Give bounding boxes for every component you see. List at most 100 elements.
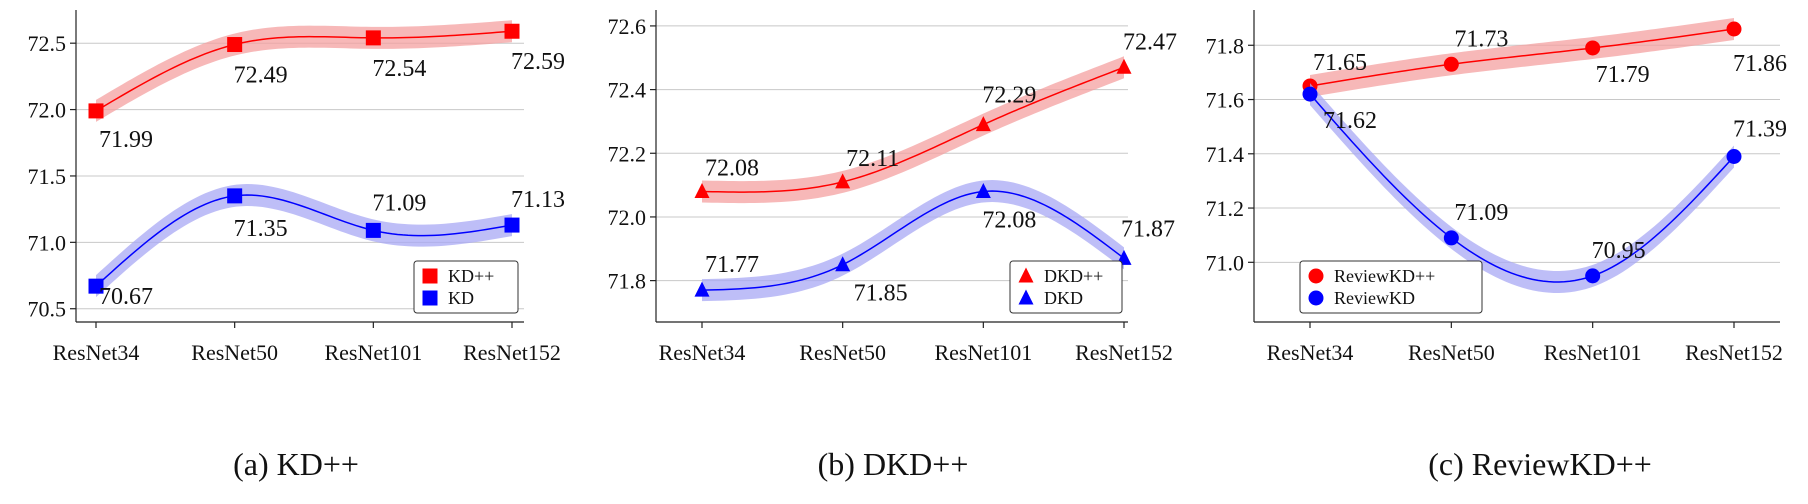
- confidence-band-0: [702, 56, 1124, 204]
- data-label: 71.62: [1323, 108, 1377, 134]
- legend-label: DKD++: [1044, 266, 1103, 286]
- legend: DKD++DKD: [1009, 260, 1123, 314]
- chart-panel-3: 71.0 71.2 71.4 71.6 71.8 ResNet34 ResNet50 ResN…: [1206, 10, 1787, 482]
- y-tick-label: 72.0: [28, 98, 67, 123]
- legend-label: ReviewKD++: [1334, 266, 1435, 286]
- data-point: [1116, 58, 1132, 74]
- y-tick-label: 71.0: [28, 230, 67, 255]
- series-line-0: [95, 30, 513, 112]
- panel-caption: (b) DKD++: [818, 446, 969, 482]
- data-point: [504, 217, 520, 233]
- data-point: [694, 281, 710, 297]
- series-line-1: [701, 190, 1125, 291]
- data-point: [1585, 268, 1601, 284]
- data-point: [365, 30, 381, 46]
- x-tick-label: ResNet50: [799, 340, 886, 365]
- data-point: [1726, 149, 1742, 165]
- data-point: [694, 182, 710, 198]
- chart-panel-2: 71.8 72.0 72.2 72.4 72.6 ResNet34 ResNet50 ResN…: [608, 10, 1177, 482]
- x-tick-label: ResNet50: [191, 340, 278, 365]
- data-label: 71.13: [511, 187, 565, 213]
- legend-marker: [1308, 268, 1324, 284]
- y-tick-label: 72.0: [608, 205, 647, 230]
- data-point: [835, 256, 851, 272]
- data-label: 71.35: [234, 216, 288, 242]
- data-point: [88, 278, 104, 294]
- data-point: [1443, 56, 1459, 72]
- legend-label: KD: [448, 288, 474, 308]
- legend-box: [1009, 260, 1123, 314]
- data-label: 72.08: [982, 207, 1036, 233]
- x-tick-label: ResNet101: [934, 340, 1032, 365]
- legend: ReviewKD++ReviewKD: [1299, 260, 1483, 314]
- series-line-1: [1309, 93, 1735, 283]
- series-line-1: [95, 194, 513, 287]
- y-tick-label: 72.4: [608, 78, 647, 103]
- data-label: 71.09: [1454, 200, 1508, 226]
- x-tick-label: ResNet101: [324, 340, 422, 365]
- y-tick-label: 71.4: [1206, 142, 1245, 167]
- x-tick-label: ResNet101: [1544, 340, 1642, 365]
- data-label: 70.67: [99, 284, 153, 310]
- legend-marker: [422, 268, 438, 284]
- data-point: [975, 116, 991, 132]
- data-label: 72.47: [1123, 29, 1177, 55]
- data-point: [227, 188, 243, 204]
- data-label: 71.73: [1454, 26, 1508, 52]
- y-tick-label: 71.0: [1206, 250, 1245, 275]
- legend-label: KD++: [448, 266, 494, 286]
- y-tick-label: 71.8: [608, 269, 647, 294]
- y-tick-label: 72.6: [608, 14, 647, 39]
- series-line-0: [1309, 28, 1735, 87]
- x-tick-label: ResNet34: [53, 340, 140, 365]
- chart-panel-1: 70.5 71.0 71.5 72.0 72.5 ResNet34 ResNet50 ResN…: [28, 10, 565, 482]
- y-tick-label: 71.8: [1206, 33, 1245, 58]
- y-tick-label: 70.5: [28, 297, 67, 322]
- data-label: 70.95: [1592, 238, 1646, 264]
- data-label: 72.08: [705, 155, 759, 181]
- data-label: 72.11: [846, 146, 899, 172]
- panel-caption: (a) KD++: [233, 446, 359, 482]
- panel-caption: (c) ReviewKD++: [1428, 446, 1652, 482]
- x-tick-label: ResNet34: [1267, 340, 1354, 365]
- data-label: 72.54: [372, 56, 426, 82]
- data-label: 72.59: [511, 49, 565, 75]
- legend-box: [1299, 260, 1483, 314]
- data-point: [975, 182, 991, 198]
- x-tick-label: ResNet152: [463, 340, 561, 365]
- y-tick-label: 72.5: [28, 31, 67, 56]
- confidence-band-0: [96, 20, 512, 122]
- data-label: 71.87: [1121, 216, 1175, 242]
- data-label: 71.65: [1313, 50, 1367, 76]
- legend-marker: [422, 290, 438, 306]
- data-point: [504, 23, 520, 39]
- legend: KD++KD: [413, 260, 519, 314]
- x-tick-label: ResNet152: [1075, 340, 1173, 365]
- data-point: [365, 222, 381, 238]
- data-point: [1302, 86, 1318, 102]
- data-label: 71.86: [1733, 51, 1787, 77]
- data-label: 71.39: [1733, 117, 1787, 143]
- legend-marker: [1018, 267, 1034, 283]
- legend-label: DKD: [1044, 288, 1083, 308]
- data-label: 71.09: [372, 190, 426, 216]
- data-label: 71.79: [1596, 62, 1650, 88]
- x-tick-label: ResNet50: [1408, 340, 1495, 365]
- data-point: [835, 173, 851, 189]
- data-point: [1585, 40, 1601, 56]
- confidence-band-0: [1310, 17, 1734, 97]
- x-tick-label: ResNet34: [659, 340, 746, 365]
- data-label: 71.85: [854, 281, 908, 307]
- legend-marker: [1018, 289, 1034, 305]
- confidence-band-1: [702, 180, 1124, 302]
- confidence-band-1: [96, 184, 512, 298]
- legend-label: ReviewKD: [1334, 288, 1415, 308]
- series-line-0: [701, 66, 1125, 193]
- legend-marker: [1308, 290, 1324, 306]
- y-tick-label: 71.2: [1206, 196, 1245, 221]
- data-point: [1726, 21, 1742, 37]
- legend-box: [413, 260, 519, 314]
- x-tick-label: ResNet152: [1685, 340, 1783, 365]
- y-tick-label: 72.2: [608, 141, 647, 166]
